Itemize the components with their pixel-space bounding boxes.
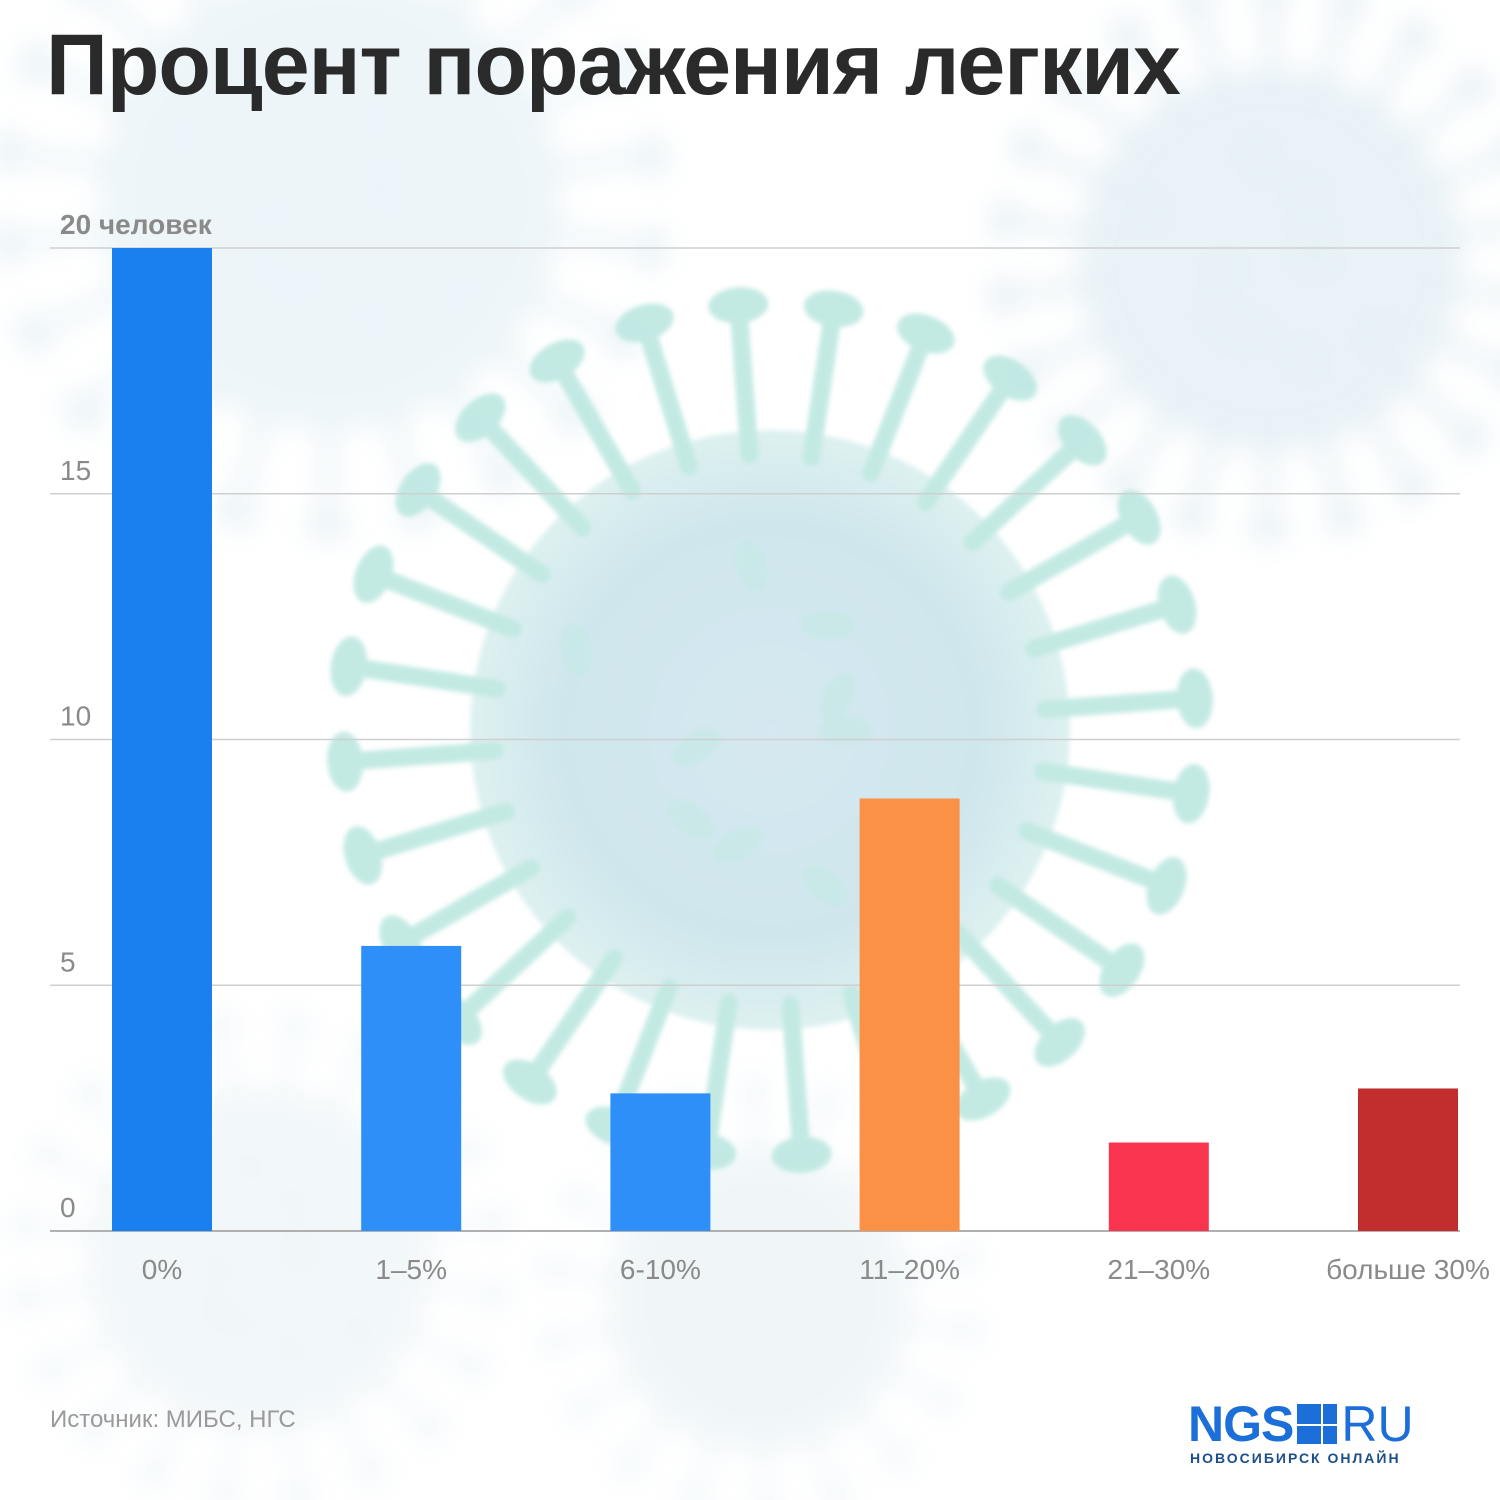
x-tick-label: 21–30% bbox=[1107, 1254, 1210, 1285]
bar bbox=[859, 798, 960, 1231]
page-title: Процент поражения легких bbox=[46, 17, 1181, 113]
logo-square-icon bbox=[1297, 1404, 1338, 1444]
logo-tagline: НОВОСИБИРСК ОНЛАЙН bbox=[1190, 1450, 1401, 1466]
bar bbox=[112, 248, 212, 1231]
y-tick-label: 0 bbox=[60, 1192, 76, 1223]
y-tick-label: 5 bbox=[60, 946, 76, 977]
source-note: Источник: МИБС, НГС bbox=[50, 1406, 296, 1433]
x-tick-label: 1–5% bbox=[375, 1254, 447, 1285]
bar bbox=[610, 1093, 711, 1231]
y-tick-label: 20 человек bbox=[60, 209, 213, 240]
bars bbox=[112, 248, 1458, 1231]
bar bbox=[361, 945, 462, 1231]
y-tick-label: 10 bbox=[60, 701, 91, 732]
logo-brand: NGS bbox=[1188, 1396, 1294, 1452]
x-axis-ticks: 0% 1–5% 6-10% 11–20% 21–30% больше 30% bbox=[142, 1254, 1490, 1285]
x-tick-label: 0% bbox=[142, 1254, 182, 1285]
x-tick-label: 11–20% bbox=[859, 1254, 960, 1285]
y-tick-label: 15 bbox=[60, 455, 91, 486]
bar bbox=[1358, 1088, 1458, 1231]
logo-suffix: RU bbox=[1341, 1396, 1414, 1452]
ngs-logo[interactable]: NGS RU НОВОСИБИРСК ОНЛАЙН bbox=[1188, 1396, 1468, 1470]
y-axis-ticks: 0 5 10 15 20 человек bbox=[60, 209, 213, 1223]
x-tick-label: больше 30% bbox=[1326, 1254, 1490, 1285]
x-tick-label: 6-10% bbox=[620, 1254, 701, 1285]
gridlines bbox=[50, 247, 1460, 1232]
bar bbox=[1108, 1142, 1209, 1231]
